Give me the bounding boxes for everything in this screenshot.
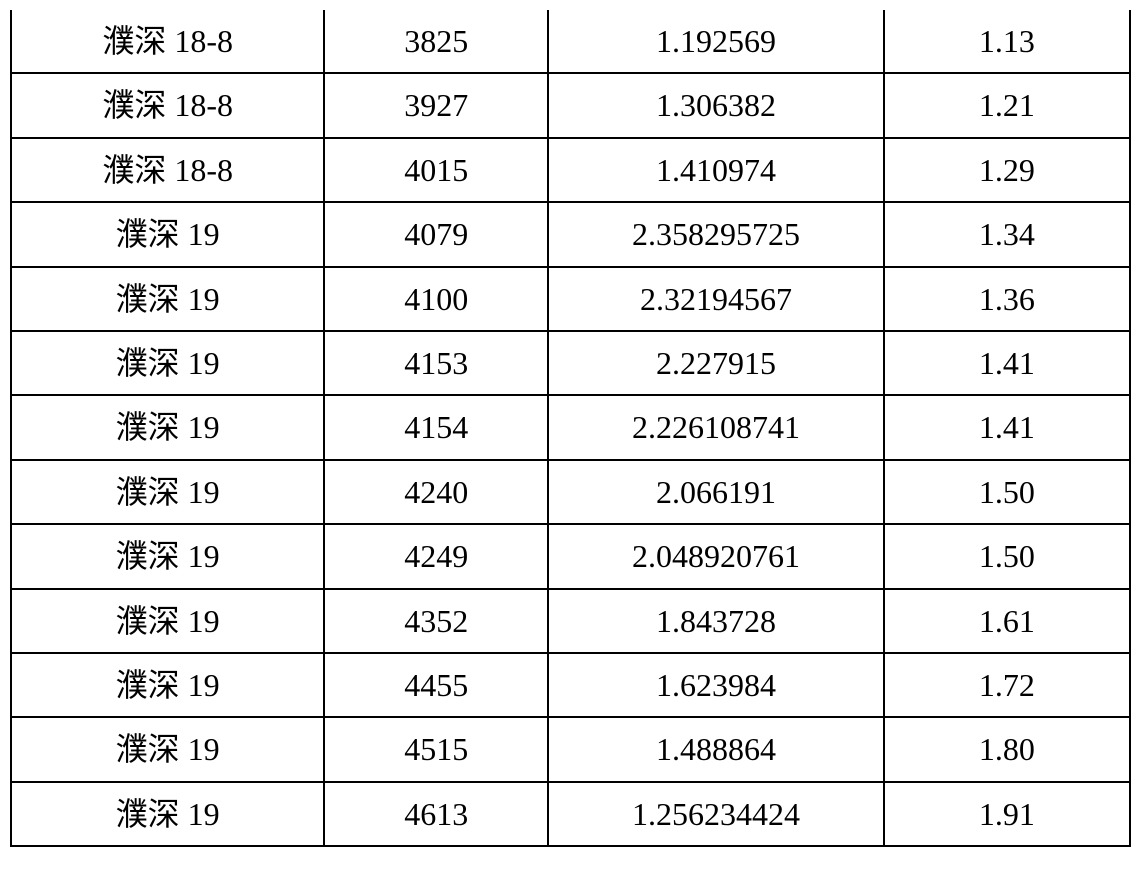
table-row: 濮深 1943521.8437281.61 xyxy=(11,589,1130,653)
table-row: 濮深 18-839271.3063821.21 xyxy=(11,73,1130,137)
table-cell: 1.488864 xyxy=(548,717,884,781)
table-cell: 濮深 19 xyxy=(11,267,324,331)
table-cell: 濮深 19 xyxy=(11,524,324,588)
table-cell: 4515 xyxy=(324,717,548,781)
table-cell: 1.29 xyxy=(884,138,1130,202)
table-row: 濮深 1942492.0489207611.50 xyxy=(11,524,1130,588)
table-cell: 3927 xyxy=(324,73,548,137)
table-cell: 4079 xyxy=(324,202,548,266)
table-cell: 1.36 xyxy=(884,267,1130,331)
table-row: 濮深 18-838251.1925691.13 xyxy=(11,10,1130,73)
table-cell: 1.61 xyxy=(884,589,1130,653)
table-cell: 濮深 18-8 xyxy=(11,138,324,202)
table-cell: 4249 xyxy=(324,524,548,588)
table-cell: 2.358295725 xyxy=(548,202,884,266)
table-cell: 2.32194567 xyxy=(548,267,884,331)
table-cell: 1.50 xyxy=(884,524,1130,588)
table-cell: 4154 xyxy=(324,395,548,459)
table-cell: 1.41 xyxy=(884,395,1130,459)
table-row: 濮深 1945151.4888641.80 xyxy=(11,717,1130,781)
table-cell: 1.410974 xyxy=(548,138,884,202)
table-cell: 濮深 19 xyxy=(11,331,324,395)
table-cell: 濮深 18-8 xyxy=(11,10,324,73)
table-cell: 4352 xyxy=(324,589,548,653)
table-cell: 濮深 19 xyxy=(11,589,324,653)
table-cell: 4153 xyxy=(324,331,548,395)
table-cell: 4100 xyxy=(324,267,548,331)
table-cell: 1.72 xyxy=(884,653,1130,717)
table-cell: 濮深 19 xyxy=(11,202,324,266)
table-cell: 濮深 19 xyxy=(11,653,324,717)
table-cell: 1.91 xyxy=(884,782,1130,846)
table-row: 濮深 1944551.6239841.72 xyxy=(11,653,1130,717)
table-cell: 1.623984 xyxy=(548,653,884,717)
table-cell: 濮深 19 xyxy=(11,460,324,524)
table-cell: 1.13 xyxy=(884,10,1130,73)
table-cell: 3825 xyxy=(324,10,548,73)
table-cell: 2.227915 xyxy=(548,331,884,395)
table-cell: 1.80 xyxy=(884,717,1130,781)
table-row: 濮深 1941542.2261087411.41 xyxy=(11,395,1130,459)
table-cell: 4613 xyxy=(324,782,548,846)
table-cell: 1.192569 xyxy=(548,10,884,73)
table-cell: 濮深 19 xyxy=(11,717,324,781)
table-cell: 濮深 19 xyxy=(11,782,324,846)
table-cell: 2.066191 xyxy=(548,460,884,524)
table-cell: 1.843728 xyxy=(548,589,884,653)
table-row: 濮深 1942402.0661911.50 xyxy=(11,460,1130,524)
table-cell: 1.41 xyxy=(884,331,1130,395)
table-cell: 4455 xyxy=(324,653,548,717)
table-row: 濮深 18-840151.4109741.29 xyxy=(11,138,1130,202)
table-cell: 4015 xyxy=(324,138,548,202)
table-cell: 1.21 xyxy=(884,73,1130,137)
table-row: 濮深 1941532.2279151.41 xyxy=(11,331,1130,395)
table-cell: 2.226108741 xyxy=(548,395,884,459)
table-cell: 4240 xyxy=(324,460,548,524)
table-cell: 1.256234424 xyxy=(548,782,884,846)
table-cell: 2.048920761 xyxy=(548,524,884,588)
table-cell: 1.34 xyxy=(884,202,1130,266)
table-body: 濮深 18-838251.1925691.13濮深 18-839271.3063… xyxy=(11,10,1130,846)
table-cell: 1.306382 xyxy=(548,73,884,137)
table-cell: 濮深 18-8 xyxy=(11,73,324,137)
data-table: 濮深 18-838251.1925691.13濮深 18-839271.3063… xyxy=(10,10,1131,847)
table-row: 濮深 1940792.3582957251.34 xyxy=(11,202,1130,266)
table-row: 濮深 1946131.2562344241.91 xyxy=(11,782,1130,846)
table-row: 濮深 1941002.321945671.36 xyxy=(11,267,1130,331)
table-cell: 濮深 19 xyxy=(11,395,324,459)
table-cell: 1.50 xyxy=(884,460,1130,524)
